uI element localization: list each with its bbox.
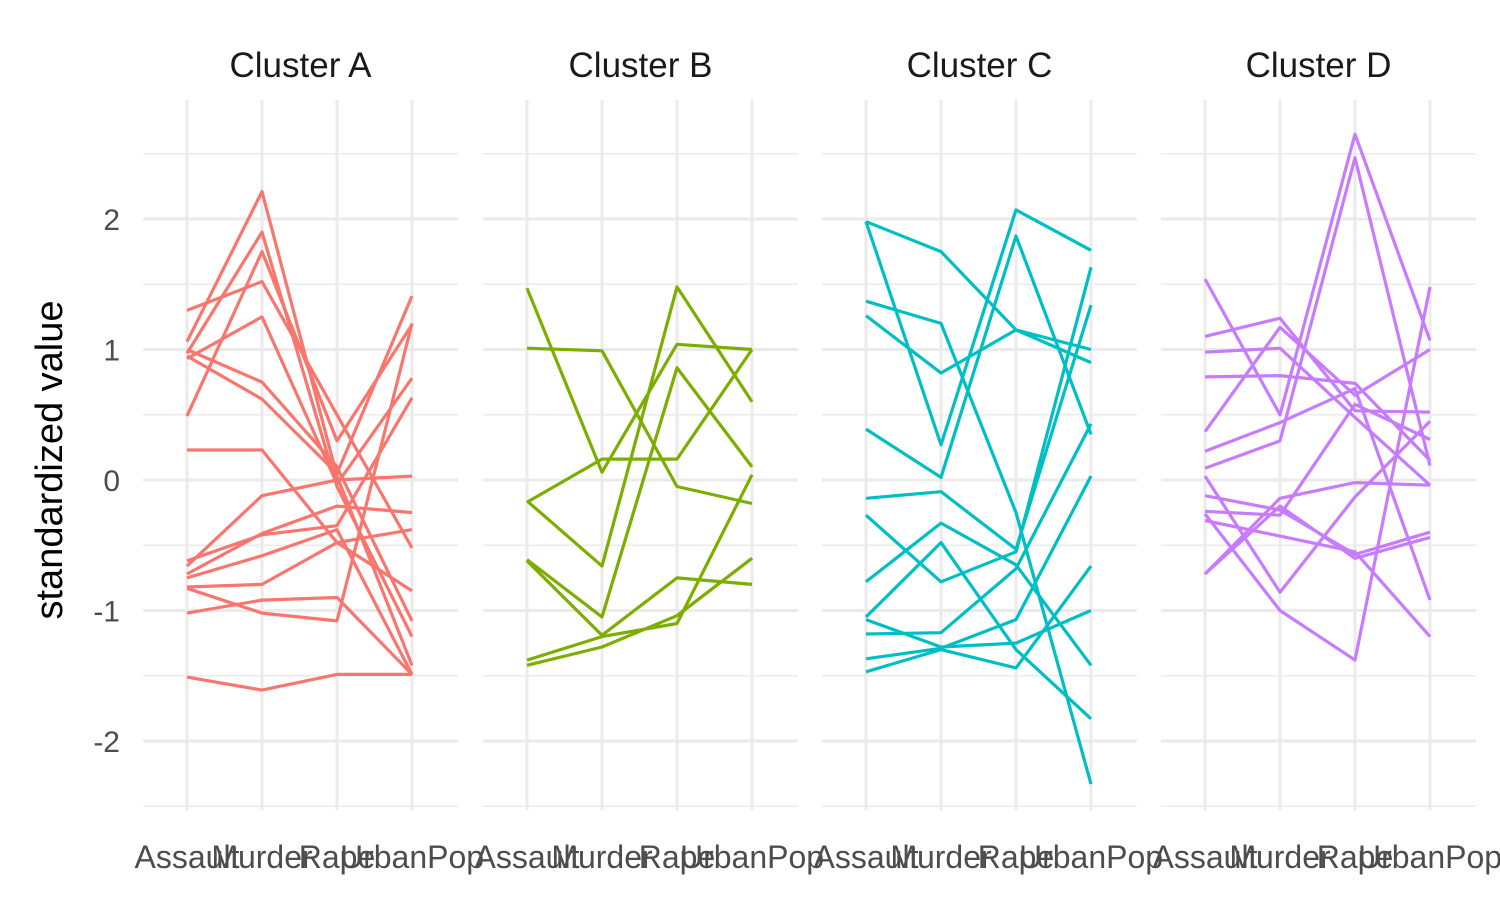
x-tick-label: UrbanPop — [1019, 839, 1163, 875]
x-tick-label: Rape — [299, 839, 376, 875]
series-line — [1203, 286, 1432, 662]
series-line — [185, 250, 414, 443]
facet-strip-label: Cluster B — [569, 46, 713, 85]
x-tick-label: Rape — [978, 839, 1055, 875]
y-axis-ticks: -2 -1 0 1 2 — [93, 204, 120, 759]
series-line — [525, 559, 753, 637]
series-line — [525, 285, 754, 568]
facet-strip-label: Cluster D — [1246, 46, 1392, 85]
y-tick-label: 2 — [103, 204, 120, 237]
series-line — [865, 475, 1093, 661]
series-line — [186, 672, 412, 692]
series-line — [186, 323, 414, 623]
y-axis-title-group: standardized value — [29, 301, 71, 620]
x-tick-label: Assault — [475, 839, 580, 875]
facet-strip-label: Cluster A — [230, 46, 373, 85]
x-tick-label: UrbanPop — [340, 839, 484, 875]
y-tick-label: -1 — [93, 596, 120, 629]
facet-panels: Cluster AAssaultMurderRapeUrbanPopCluste… — [135, 46, 1500, 875]
x-tick-label: Murder — [890, 839, 992, 875]
series-line — [526, 557, 753, 667]
series-line — [525, 287, 753, 474]
series-line — [186, 396, 414, 563]
series-line — [526, 346, 753, 506]
series-line — [1204, 518, 1432, 638]
series-line — [185, 190, 414, 666]
series-line — [186, 348, 414, 622]
series-line — [865, 234, 1093, 479]
x-tick-label: Murder — [211, 839, 313, 875]
series-line — [186, 295, 414, 476]
series-line — [865, 609, 1092, 649]
series-line — [186, 504, 413, 576]
series-line — [1203, 481, 1431, 576]
series-line — [1204, 316, 1431, 414]
series-line — [526, 366, 754, 619]
x-tick-label: Rape — [639, 839, 716, 875]
series-line — [864, 540, 1093, 720]
series-line — [865, 304, 1093, 551]
x-tick-label: Murder — [551, 839, 653, 875]
series-line — [865, 423, 1093, 636]
series-line — [186, 595, 414, 676]
series-line — [865, 565, 1093, 674]
y-tick-label: -2 — [93, 726, 120, 759]
series-line — [864, 208, 1092, 447]
series-line — [1204, 387, 1432, 601]
x-tick-label: Assault — [135, 839, 240, 875]
x-tick-label: UrbanPop — [1358, 839, 1500, 875]
x-tick-label: Assault — [814, 839, 919, 875]
series-line — [526, 348, 754, 504]
series-line — [186, 315, 414, 486]
series-line — [1204, 402, 1431, 517]
series-line — [186, 528, 413, 589]
y-axis-title: standardized value — [29, 301, 71, 620]
series-line — [865, 220, 1092, 352]
series-line — [865, 299, 1093, 785]
x-tick-label: Rape — [1317, 839, 1394, 875]
series-line — [1203, 504, 1431, 576]
x-tick-label: Murder — [1229, 839, 1331, 875]
series-line — [1203, 132, 1432, 417]
x-tick-label: UrbanPop — [680, 839, 824, 875]
series-line — [1204, 156, 1432, 470]
series-line — [1203, 325, 1431, 433]
series-line — [1204, 346, 1432, 487]
series-line — [185, 230, 414, 638]
series-line — [864, 266, 1093, 584]
y-tick-label: 0 — [103, 465, 120, 498]
series-line — [186, 527, 414, 676]
series-line — [187, 448, 413, 593]
x-tick-label: Assault — [1153, 839, 1258, 875]
facet-strip-label: Cluster C — [907, 46, 1053, 85]
y-tick-label: 1 — [103, 335, 120, 368]
